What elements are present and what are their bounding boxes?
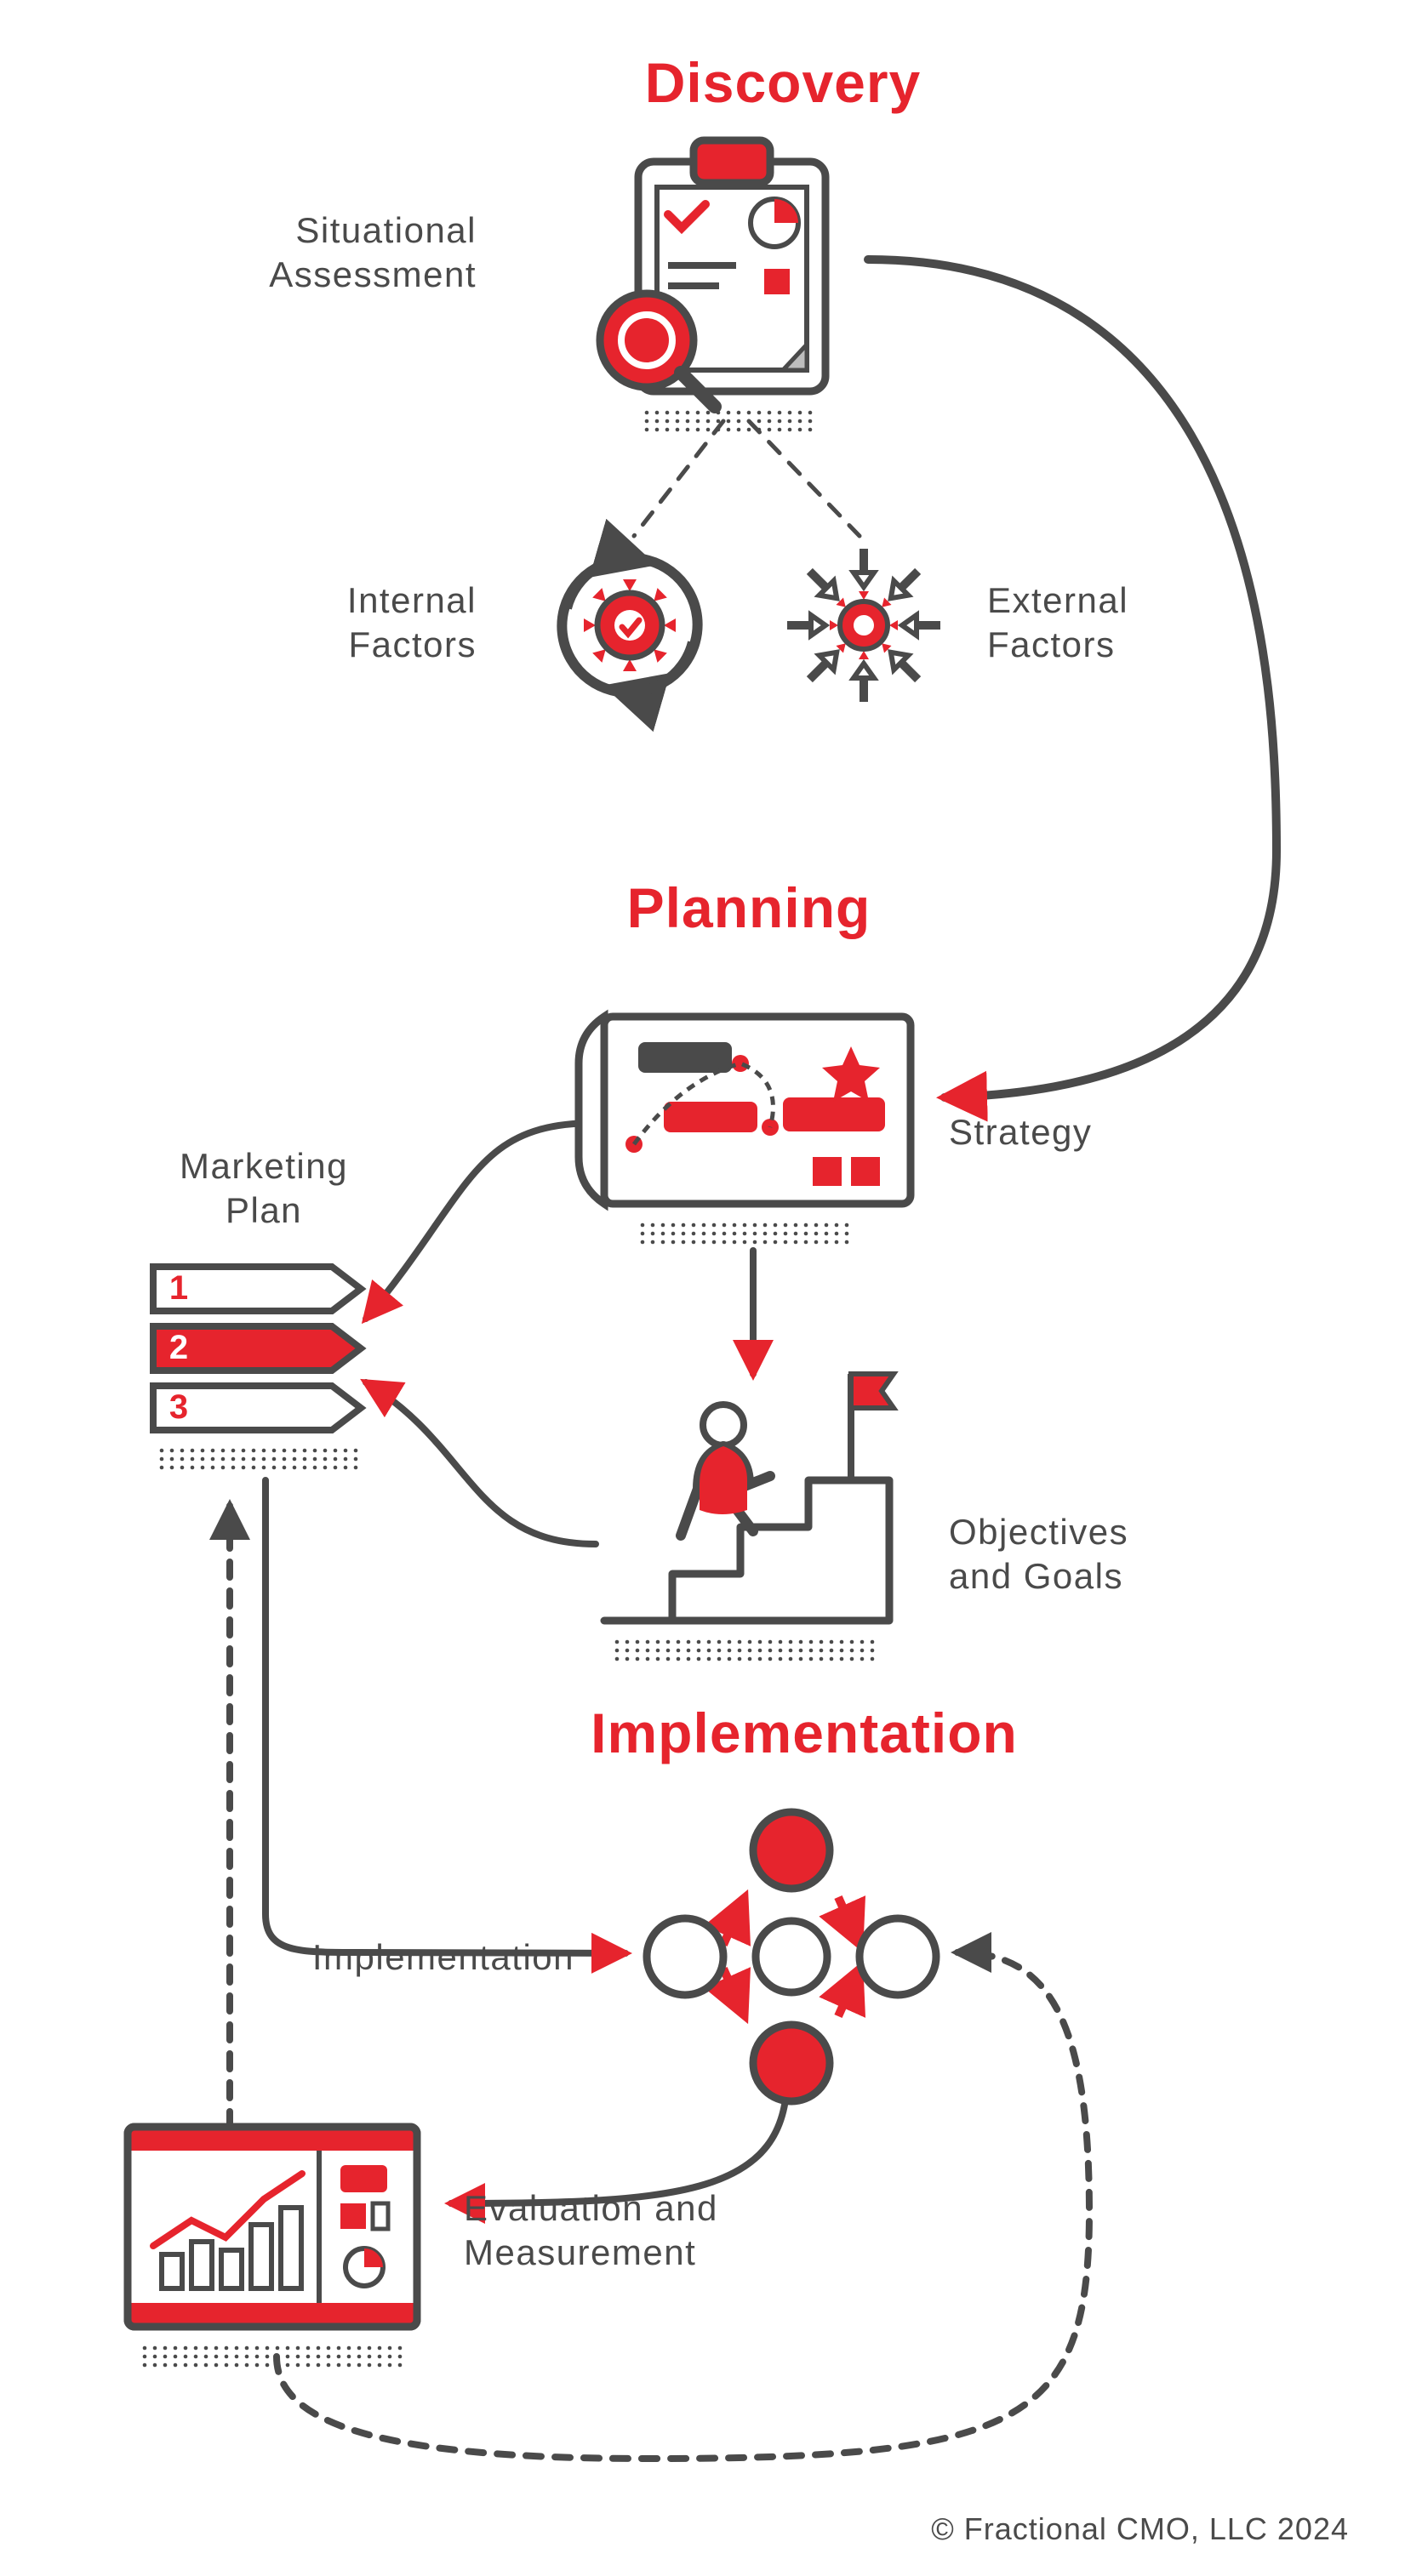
label-implementation_node: Implementation: [312, 1937, 574, 1977]
plan-number: 2: [169, 1329, 188, 1366]
label-strategy: Strategy: [949, 1112, 1092, 1152]
label-situational_assessment: Situational: [295, 210, 477, 250]
label-evaluation: Measurement: [464, 2232, 696, 2272]
external-gear-icon: [787, 549, 940, 702]
implementation-cycle-icon: [647, 1812, 936, 2101]
strategy-board-icon: [579, 1017, 911, 1204]
clipboard-magnifier-icon: [600, 140, 825, 407]
section-title-discovery: Discovery: [645, 51, 922, 114]
label-marketing_plan: Plan: [226, 1190, 302, 1230]
label-objectives_goals: Objectives: [949, 1512, 1128, 1552]
label-evaluation: Evaluation and: [464, 2188, 718, 2228]
objectives-icon: [604, 1374, 894, 1621]
label-objectives_goals: and Goals: [949, 1556, 1123, 1596]
plan-number: 1: [169, 1269, 188, 1307]
dashboard-icon: [128, 2127, 417, 2327]
label-external_factors: Factors: [987, 624, 1116, 664]
section-title-implementation: Implementation: [591, 1701, 1018, 1764]
label-external_factors: External: [987, 580, 1128, 620]
label-internal_factors: Factors: [348, 624, 477, 664]
section-title-planning: Planning: [627, 876, 871, 939]
plan-number: 3: [169, 1388, 188, 1426]
label-internal_factors: Internal: [347, 580, 477, 620]
internal-gear-icon: [562, 558, 697, 692]
copyright-footer: © Fractional CMO, LLC 2024: [931, 2511, 1349, 2546]
label-situational_assessment: Assessment: [269, 254, 477, 294]
label-marketing_plan: Marketing: [180, 1146, 348, 1186]
marketing-plan-icon: 1 2 3: [153, 1267, 361, 1430]
